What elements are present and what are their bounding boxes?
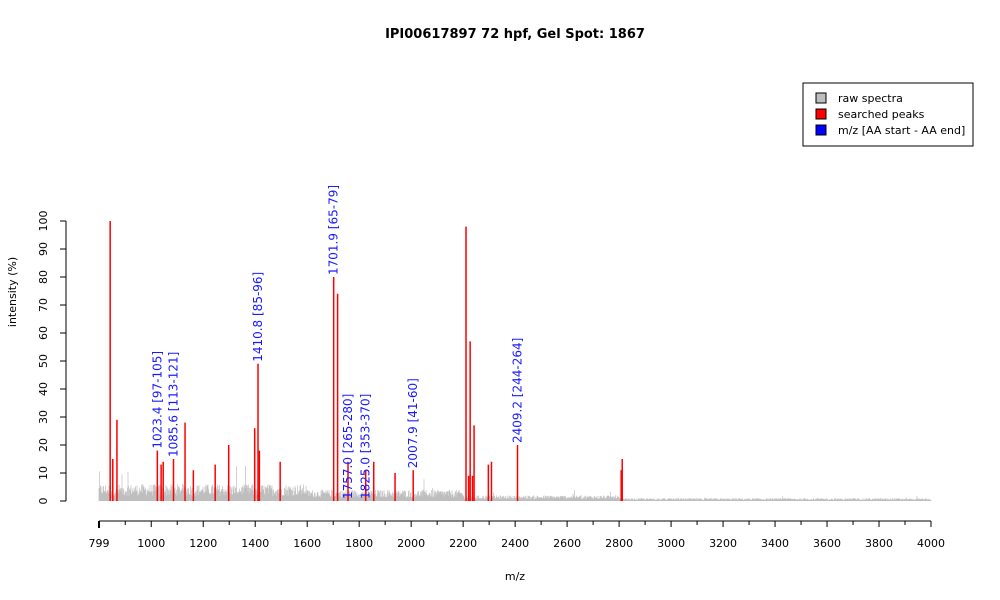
y-tick-label-0: 0 <box>37 498 50 505</box>
x-tick-label-0: 799 <box>89 537 110 550</box>
legend: raw spectra searched peaks m/z [AA start… <box>802 82 974 147</box>
y-tick-label-10: 100 <box>37 211 50 232</box>
raw-spectra-trace <box>98 466 932 501</box>
x-tick-label-2: 1200 <box>189 537 217 550</box>
peak-annotation-1: 1085.6 [113-121] <box>167 352 181 457</box>
y-tick-label-7: 70 <box>37 298 50 312</box>
x-tick-label-16: 4000 <box>917 537 945 550</box>
y-tick-label-3: 30 <box>37 410 50 424</box>
x-tick-label-1: 1000 <box>137 537 165 550</box>
peak-annotation-0: 1023.4 [97-105] <box>150 351 164 449</box>
x-tick-label-5: 1800 <box>345 537 373 550</box>
peak-annotation-3: 1701.9 [65-79] <box>327 185 341 275</box>
axes-layer: 0 10 20 30 40 50 60 70 80 90 100 799 1000 1200 1400 160… <box>37 211 945 551</box>
x-tick-label-8: 2400 <box>501 537 529 550</box>
y-tick-label-1: 10 <box>37 466 50 480</box>
x-tick-label-6: 2000 <box>397 537 425 550</box>
legend-label-searched-peaks: searched peaks <box>838 108 925 121</box>
chart-title: IPI00617897 72 hpf, Gel Spot: 1867 <box>385 27 645 42</box>
y-tick-label-9: 90 <box>37 242 50 256</box>
legend-swatch-searched-peaks <box>815 108 827 120</box>
x-tick-label-14: 3600 <box>813 537 841 550</box>
y-tick-label-4: 40 <box>37 382 50 396</box>
peak-annotation-7: 2409.2 [244-264] <box>511 338 525 443</box>
x-tick-label-12: 3200 <box>709 537 737 550</box>
x-tick-label-4: 1600 <box>293 537 321 550</box>
y-axis-label: intensity (%) <box>6 257 19 327</box>
x-tick-label-7: 2200 <box>449 537 477 550</box>
y-tick-label-5: 50 <box>37 354 50 368</box>
y-tick-label-8: 80 <box>37 270 50 284</box>
x-tick-label-13: 3400 <box>761 537 789 550</box>
peak-annotation-2: 1410.8 [85-96] <box>251 272 265 362</box>
y-tick-label-2: 20 <box>37 438 50 452</box>
peak-annotation-4: 1757.0 [265-280] <box>341 394 355 499</box>
peak-annotation-5: 1825.0 [353-370] <box>359 394 373 499</box>
x-tick-label-9: 2600 <box>553 537 581 550</box>
peak-annotation-6: 2007.9 [41-60] <box>406 378 420 468</box>
x-tick-label-10: 2800 <box>605 537 633 550</box>
legend-label-mz-range: m/z [AA start - AA end] <box>838 124 965 137</box>
x-axis-label: m/z <box>505 570 525 583</box>
x-tick-label-15: 3800 <box>865 537 893 550</box>
x-tick-label-11: 3000 <box>657 537 685 550</box>
legend-swatch-mz-range <box>815 124 827 136</box>
x-tick-label-3: 1400 <box>241 537 269 550</box>
y-tick-label-6: 60 <box>37 326 50 340</box>
searched-peaks-layer <box>109 221 623 501</box>
legend-label-raw-spectra: raw spectra <box>838 92 903 105</box>
legend-swatch-raw-spectra <box>815 92 827 104</box>
raw-spectra-layer <box>98 466 932 501</box>
annotation-layer: 1023.4 [97-105] 1085.6 [113-121] 1410.8 [8… <box>150 185 524 499</box>
legend-box <box>802 82 974 147</box>
